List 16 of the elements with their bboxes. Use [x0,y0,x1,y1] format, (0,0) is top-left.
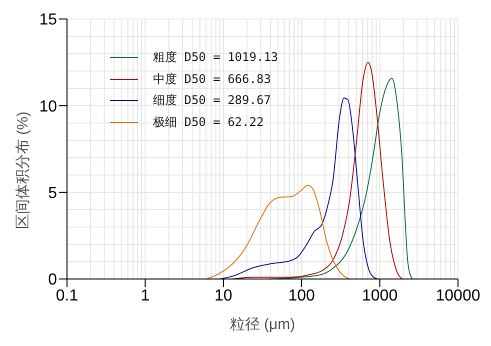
y-axis-title: 区间体积分布 (%) [14,112,32,229]
legend-label: 细度 D50 = 289.67 [153,92,271,109]
x-tick-label: 1000 [362,287,398,304]
y-tick-label: 10 [39,98,58,116]
x-tick-label: 0.1 [56,287,78,304]
legend-label: 粗度 D50 = 1019.13 [153,49,278,66]
legend-label: 极细 D50 = 62.22 [153,114,264,130]
legend-label: 中度 D50 = 666.83 [153,70,271,88]
y-tick-label: 15 [39,12,58,29]
x-tick-label: 10 [214,287,232,304]
x-tick-label: 100 [288,287,316,304]
x-axis-title: 粒径 (μm) [230,316,296,333]
x-tick-label: 1 [140,287,150,304]
y-tick-label: 5 [48,185,58,202]
y-tick-label: 0 [48,272,58,289]
x-tick-label: 10000 [436,287,480,304]
